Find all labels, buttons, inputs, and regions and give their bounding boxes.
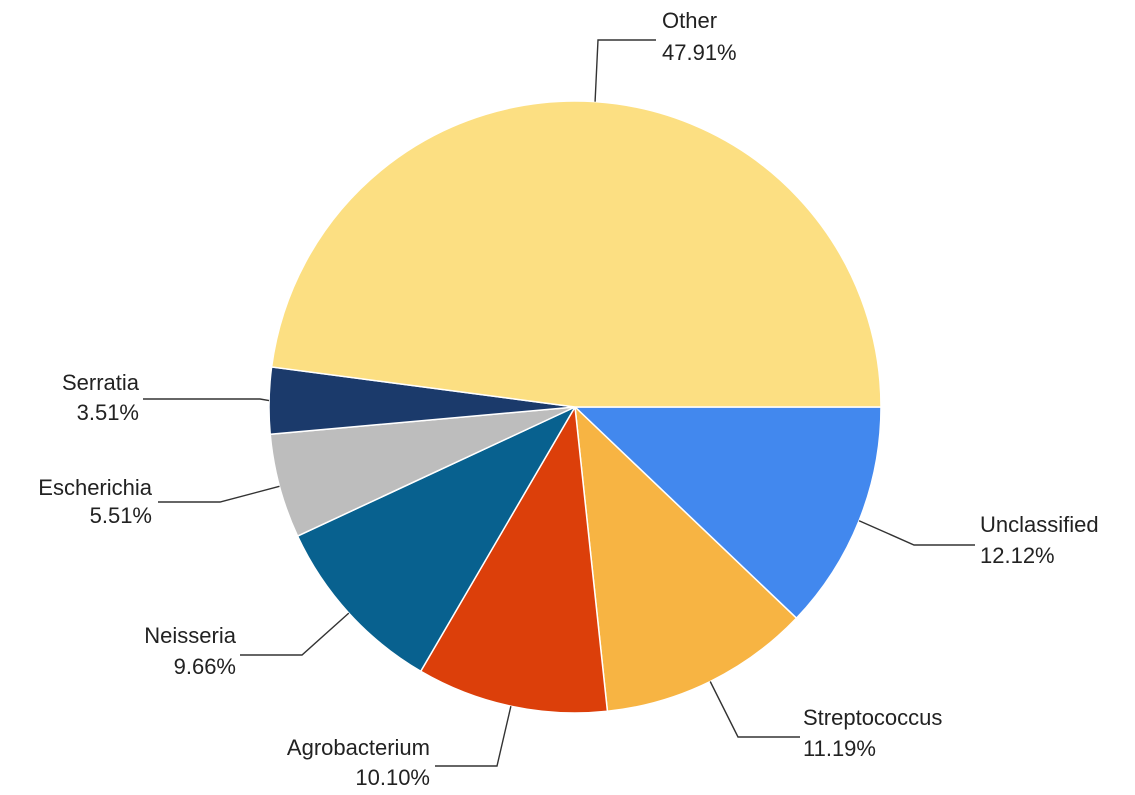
leader-line-unclassified	[858, 520, 975, 546]
slice-percent-other: 47.91%	[662, 40, 737, 65]
pie-slice-agrobacterium	[419, 404, 609, 714]
slice-percent-streptococcus: 11.19%	[803, 736, 876, 761]
slice-labels: Unclassified 12.12% Streptococcus 11.19% Agr…	[38, 8, 1098, 790]
leader-line-neisseria	[240, 612, 350, 656]
slice-label-streptococcus: Streptococcus	[803, 705, 942, 730]
pie-slice-other	[270, 100, 882, 408]
slice-percent-neisseria: 9.66%	[174, 654, 236, 679]
leader-line-streptococcus	[709, 681, 800, 738]
pie-slices	[268, 100, 882, 714]
slice-percent-unclassified: 12.12%	[980, 543, 1055, 568]
leader-line-other	[594, 39, 656, 102]
pie-slice-streptococcus	[574, 405, 798, 713]
pie-slice-neisseria	[296, 405, 577, 673]
slice-percent-agrobacterium: 10.10%	[355, 765, 430, 790]
slice-label-agrobacterium: Agrobacterium	[287, 735, 430, 760]
slice-label-other: Other	[662, 8, 717, 33]
slice-percent-serratia: 3.51%	[77, 400, 139, 425]
leader-line-agrobacterium	[435, 706, 512, 767]
leader-line-serratia	[143, 398, 270, 402]
slice-label-unclassified: Unclassified	[980, 512, 1099, 537]
leader-lines	[143, 39, 975, 767]
slice-percent-escherichia: 5.51%	[90, 503, 152, 528]
slice-label-neisseria: Neisseria	[144, 623, 236, 648]
slice-label-serratia: Serratia	[62, 370, 140, 395]
slice-label-escherichia: Escherichia	[38, 475, 152, 500]
leader-line-escherichia	[158, 485, 280, 503]
